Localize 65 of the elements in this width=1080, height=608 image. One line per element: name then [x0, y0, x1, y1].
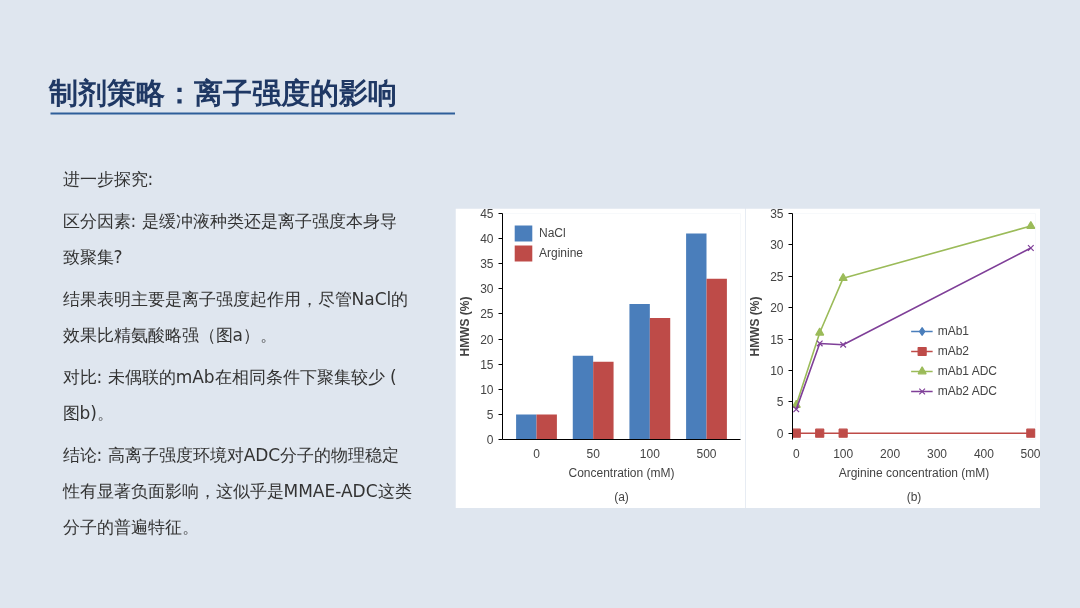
x-tick-label: 0	[533, 446, 541, 461]
y-tick-label: 25	[480, 307, 494, 322]
text: (b)	[906, 489, 922, 504]
y-tick-label: 15	[770, 332, 784, 347]
legend-label: NaCl	[539, 226, 566, 240]
y-tick-label: 35	[480, 257, 494, 272]
point	[1026, 220, 1036, 229]
point	[792, 428, 801, 438]
y-tick-label: 25	[770, 269, 784, 284]
text: 对比: 未偶联的mAb在相同条件下聚集较少 (图b)。	[62, 366, 397, 423]
x-axis-title: Concentration (mM)	[568, 465, 675, 480]
x-tick-label: 0	[792, 446, 800, 461]
y-tick-label: 20	[770, 301, 784, 316]
legend-label: Arginine	[539, 246, 584, 260]
bar	[706, 278, 727, 440]
x-tick-label: 300	[926, 446, 948, 461]
x-tick-label: 500	[1020, 446, 1041, 461]
y-tick-label: 0	[776, 426, 784, 441]
point	[1026, 428, 1036, 438]
y-tick-label: 30	[770, 238, 784, 253]
bar	[536, 414, 557, 440]
point	[838, 272, 848, 282]
bar	[572, 355, 594, 440]
y-tick-label: 30	[480, 282, 494, 297]
point	[838, 428, 848, 438]
legend-label: mAb1	[937, 324, 969, 338]
point	[1027, 244, 1035, 252]
y-tick-label: 10	[770, 363, 784, 378]
legend-label: mAb2	[937, 344, 969, 358]
y-tick-label: 5	[486, 407, 494, 422]
y-axis-title: HMWS (%)	[748, 296, 763, 357]
y-tick-label: 20	[480, 332, 494, 347]
bar	[649, 317, 671, 440]
point	[792, 405, 800, 413]
text: 结论: 高离子强度环境对ADC分子的物理稳定性有显著负面影响，这似乎是MMAE-ADC这类分子的普遍特征。	[61, 444, 412, 537]
y-tick-label: 45	[480, 207, 494, 221]
y-tick-label: 40	[480, 232, 494, 247]
text: (a)	[614, 489, 629, 504]
text: 区分因素: 是缓冲液种类还是离子强度本身导致聚集?	[62, 210, 397, 267]
x-tick-label: 200	[880, 446, 901, 461]
y-tick-label: 5	[776, 395, 784, 410]
bar	[629, 303, 650, 440]
x-tick-label: 500	[696, 446, 717, 461]
x-tick-label: 50	[586, 446, 601, 461]
y-tick-label: 15	[480, 357, 494, 372]
y-axis-title: HMWS (%)	[458, 296, 473, 357]
y-tick-label: 35	[770, 207, 784, 221]
bar	[516, 414, 537, 440]
x-tick-label: 100	[639, 446, 661, 461]
point	[839, 341, 847, 349]
x-tick-label: 400	[973, 446, 995, 461]
text: 制剂策略：离子强度的影响	[47, 75, 397, 110]
text: 结果表明主要是离子强度起作用，尽管NaCl的效果比精氨酸略强（图a）。	[62, 288, 409, 345]
x-axis-title: Arginine concentration (mM)	[838, 465, 990, 480]
y-tick-label: 0	[486, 433, 494, 447]
y-tick-label: 10	[480, 382, 494, 397]
legend-label: mAb1 ADC	[937, 364, 997, 378]
point	[816, 340, 824, 347]
x-tick-label: 100	[833, 446, 854, 461]
text: 进一步探究:	[62, 168, 154, 189]
legend-label: mAb2 ADC	[937, 384, 997, 398]
point	[815, 428, 825, 438]
bar	[686, 233, 707, 440]
bar	[593, 361, 614, 440]
point	[815, 327, 825, 336]
